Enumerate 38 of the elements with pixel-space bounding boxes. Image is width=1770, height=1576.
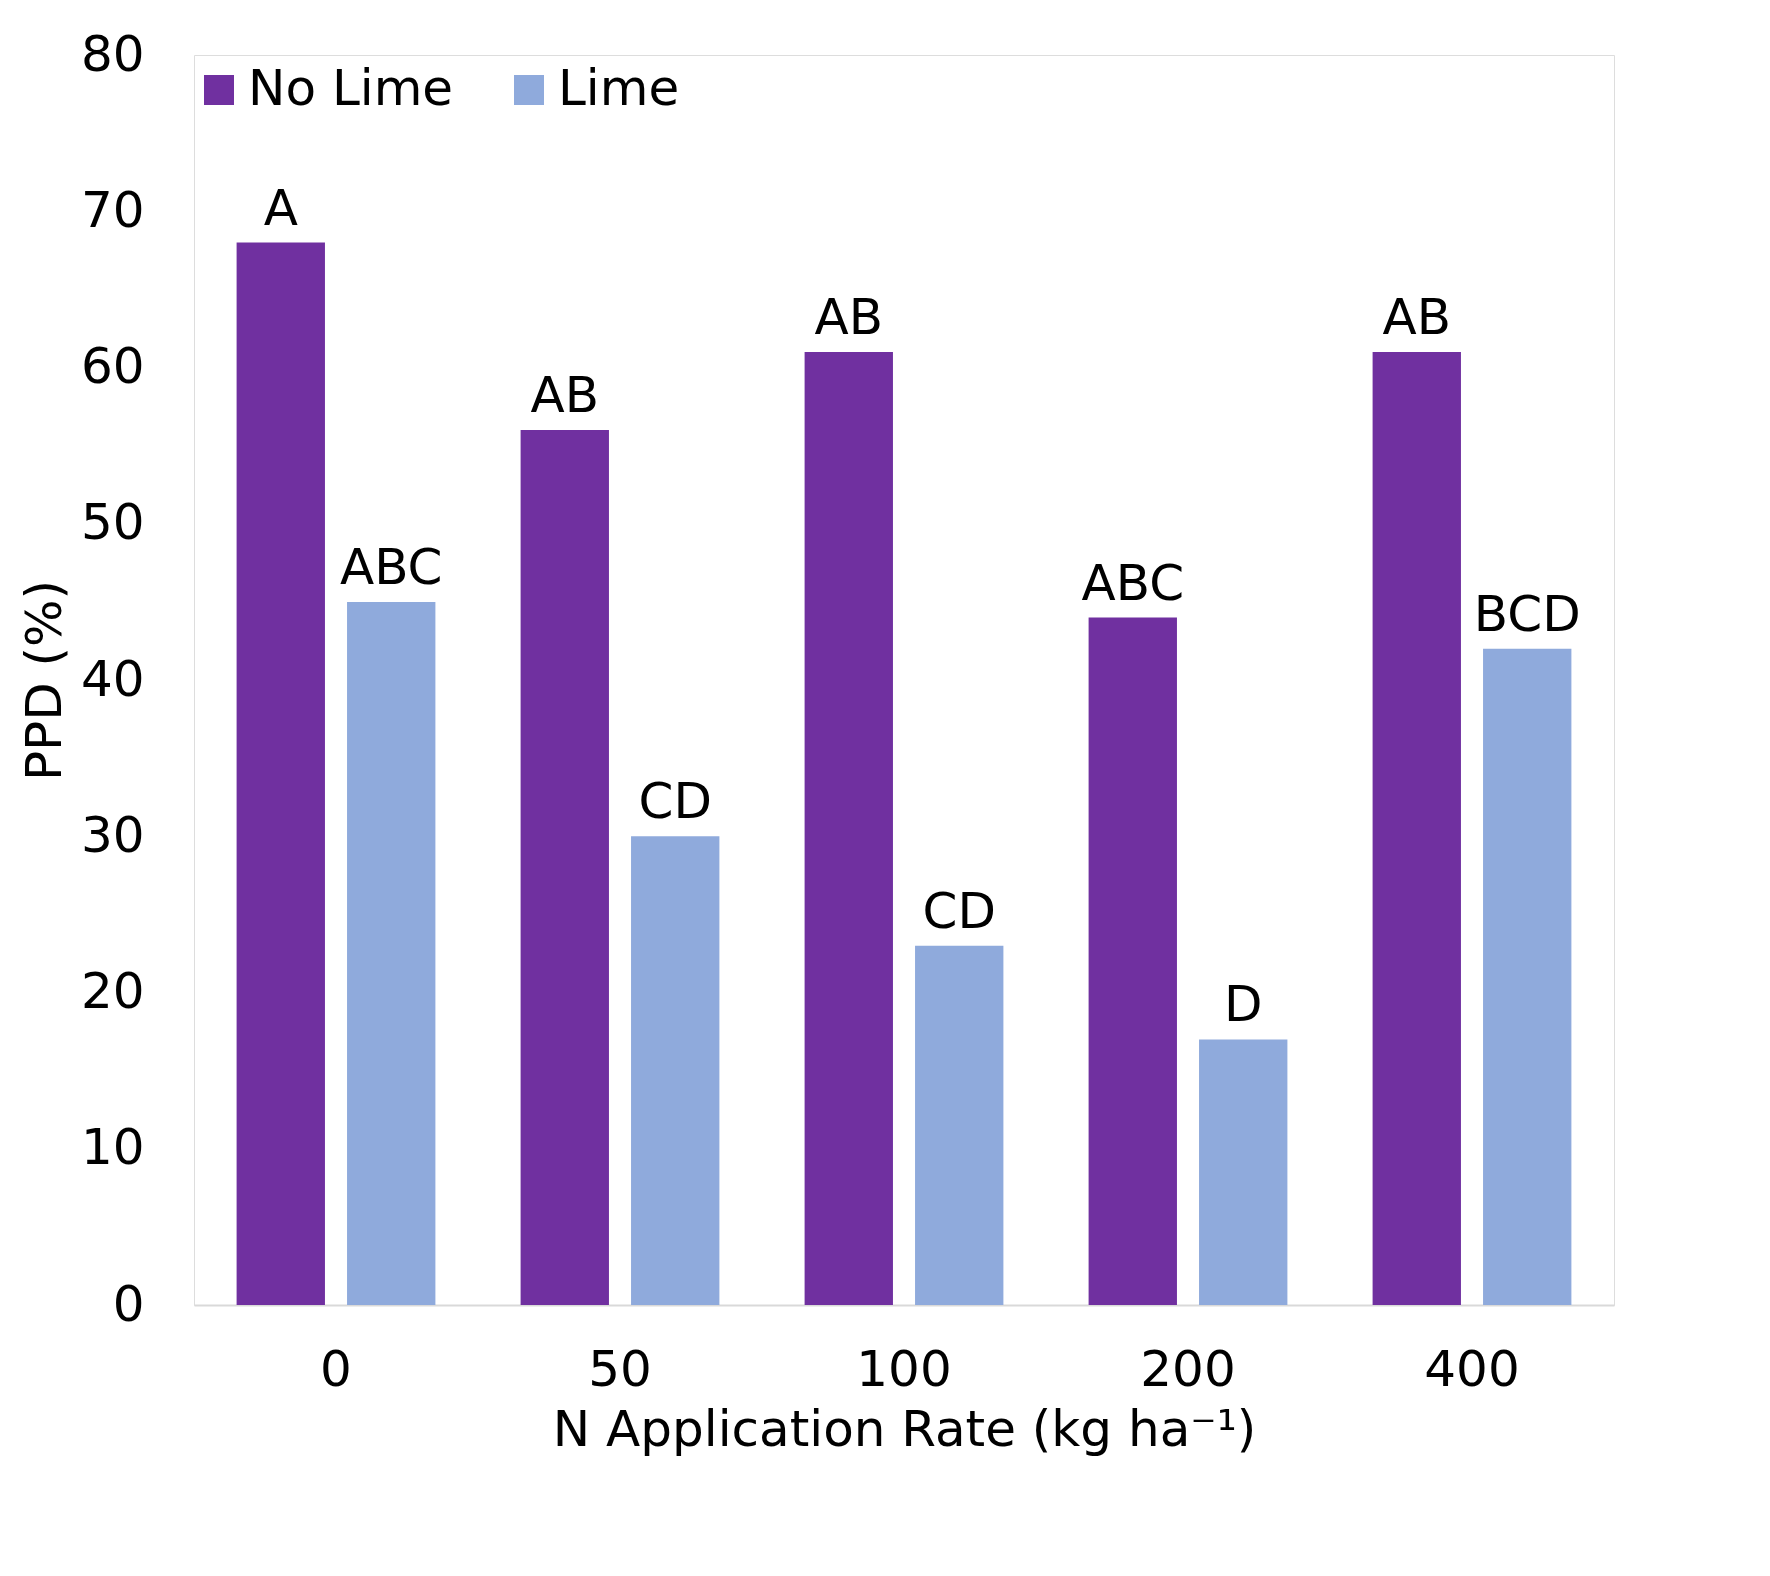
- data-label: ABC: [1081, 553, 1185, 612]
- bar: [236, 242, 325, 1305]
- data-label: CD: [638, 772, 712, 831]
- x-axis-title: N Application Rate (kg ha⁻¹): [552, 1399, 1257, 1458]
- y-tick-label: 70: [80, 180, 145, 239]
- y-tick-label: 10: [80, 1118, 145, 1177]
- data-label: D: [1223, 975, 1263, 1034]
- y-tick-label: 30: [80, 805, 145, 864]
- data-label: ABC: [339, 537, 443, 596]
- data-label: CD: [922, 881, 996, 940]
- x-tick-label: 200: [1140, 1339, 1236, 1398]
- bar: [1483, 648, 1572, 1305]
- x-tick-label: 100: [856, 1339, 952, 1398]
- y-tick-label: 0: [112, 1274, 145, 1333]
- y-axis-title: PPD (%): [14, 579, 73, 782]
- bar: [1199, 1039, 1288, 1305]
- data-label: A: [263, 178, 298, 237]
- y-tick-label: 20: [80, 962, 145, 1020]
- bar: [1088, 617, 1177, 1305]
- bar: [915, 945, 1004, 1305]
- data-label: AB: [1382, 287, 1452, 346]
- x-tick-label: 50: [588, 1339, 652, 1398]
- y-tick-label: 50: [80, 493, 145, 552]
- data-label: BCD: [1473, 584, 1581, 643]
- x-tick-label: 0: [320, 1339, 352, 1398]
- bar: [347, 601, 436, 1305]
- y-tick-label: 60: [80, 337, 145, 395]
- legend-label: Lime: [558, 59, 680, 117]
- y-tick-label: 40: [80, 649, 145, 708]
- x-tick-label: 400: [1424, 1339, 1520, 1398]
- y-tick-label: 80: [80, 24, 145, 83]
- data-label: AB: [530, 366, 600, 424]
- bar: [1372, 351, 1461, 1305]
- bar: [520, 430, 609, 1305]
- bar: [804, 351, 893, 1305]
- legend-label: No Lime: [248, 59, 454, 117]
- data-label: AB: [814, 287, 884, 346]
- bar: [631, 836, 720, 1305]
